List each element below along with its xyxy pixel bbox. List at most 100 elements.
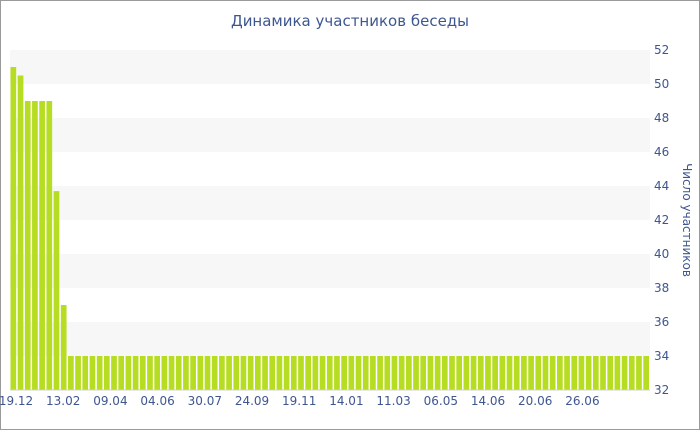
x-tick-label: 06.05	[424, 394, 458, 408]
bar	[636, 356, 642, 390]
bar	[470, 356, 477, 390]
y-tick-label: 42	[654, 213, 669, 227]
bar	[233, 356, 240, 390]
bar	[362, 356, 369, 390]
x-tick-label: 19.11	[282, 394, 316, 408]
bar	[492, 356, 498, 390]
bar	[75, 356, 81, 390]
bar	[118, 356, 125, 390]
bar	[355, 356, 362, 390]
bar	[82, 356, 89, 390]
x-tick-label: 14.01	[329, 394, 363, 408]
bar	[600, 356, 606, 390]
bar	[247, 356, 254, 390]
bar	[628, 356, 635, 390]
bar	[557, 356, 563, 390]
y-tick-label: 36	[654, 315, 669, 329]
bar	[269, 356, 276, 390]
bar	[485, 356, 491, 390]
bar	[197, 356, 204, 390]
bar	[585, 356, 592, 390]
bar	[319, 356, 326, 390]
bar	[513, 356, 520, 390]
bar	[521, 356, 527, 390]
x-tick-label: 24.09	[235, 394, 269, 408]
bar	[449, 356, 455, 390]
bar	[204, 356, 211, 390]
bar	[506, 356, 513, 390]
bar	[564, 356, 570, 390]
grid-band	[10, 50, 650, 84]
bar	[168, 356, 175, 390]
bar	[334, 356, 340, 390]
bar	[298, 356, 304, 390]
bar	[578, 356, 585, 390]
bar	[420, 356, 427, 390]
bar	[226, 356, 232, 390]
bar	[46, 101, 53, 390]
grid-band	[10, 254, 650, 288]
bar	[254, 356, 261, 390]
bar	[32, 101, 38, 390]
bar	[614, 356, 621, 390]
bar	[154, 356, 161, 390]
x-tick-label: 19.12	[0, 394, 33, 408]
bar	[398, 356, 405, 390]
bar	[147, 356, 153, 390]
x-tick-label: 14.06	[471, 394, 505, 408]
y-axis-ticks: 32 34 36 38 40 42 44 46 48 50 52	[654, 43, 669, 397]
bar	[348, 356, 355, 390]
bar	[276, 356, 283, 390]
bar	[96, 356, 103, 390]
bar	[528, 356, 534, 390]
grid-band	[10, 152, 650, 186]
bar	[60, 305, 67, 390]
bar	[341, 356, 347, 390]
grid-band	[10, 322, 650, 356]
bar	[39, 101, 45, 390]
bar	[384, 356, 391, 390]
grid-band	[10, 186, 650, 220]
x-tick-label: 13.02	[46, 394, 80, 408]
y-tick-label: 40	[654, 247, 669, 261]
bar	[427, 356, 434, 390]
bar	[643, 356, 649, 390]
grid-band	[10, 118, 650, 152]
bar	[463, 356, 470, 390]
bar	[125, 356, 132, 390]
y-tick-label: 34	[654, 349, 669, 363]
bar	[406, 356, 412, 390]
y-tick-label: 38	[654, 281, 669, 295]
y-tick-label: 46	[654, 145, 669, 159]
x-tick-label: 11.03	[376, 394, 410, 408]
bar	[441, 356, 448, 390]
bar	[283, 356, 290, 390]
bar	[139, 356, 146, 390]
bar	[607, 356, 614, 390]
y-axis-label: Число участников	[680, 163, 694, 277]
x-tick-label: 04.06	[140, 394, 174, 408]
bar	[262, 356, 268, 390]
bar	[499, 356, 506, 390]
bar	[535, 356, 542, 390]
bar	[211, 356, 218, 390]
bar	[377, 356, 383, 390]
bar	[17, 75, 24, 390]
bar	[370, 356, 376, 390]
bar	[111, 356, 117, 390]
grid-band	[10, 84, 650, 118]
bar	[240, 356, 247, 390]
bar	[413, 356, 419, 390]
bar	[621, 356, 628, 390]
bar	[89, 356, 96, 390]
bar	[132, 356, 139, 390]
grid-bands	[10, 50, 650, 390]
bar	[68, 356, 74, 390]
grid-band	[10, 288, 650, 322]
x-axis-ticks: 19.12 13.02 09.04 04.06 30.07 24.09 19.11 14.01…	[0, 394, 600, 408]
bar	[326, 356, 333, 390]
x-tick-label: 20.06	[518, 394, 552, 408]
bar	[592, 356, 599, 390]
x-tick-label: 26.06	[565, 394, 599, 408]
